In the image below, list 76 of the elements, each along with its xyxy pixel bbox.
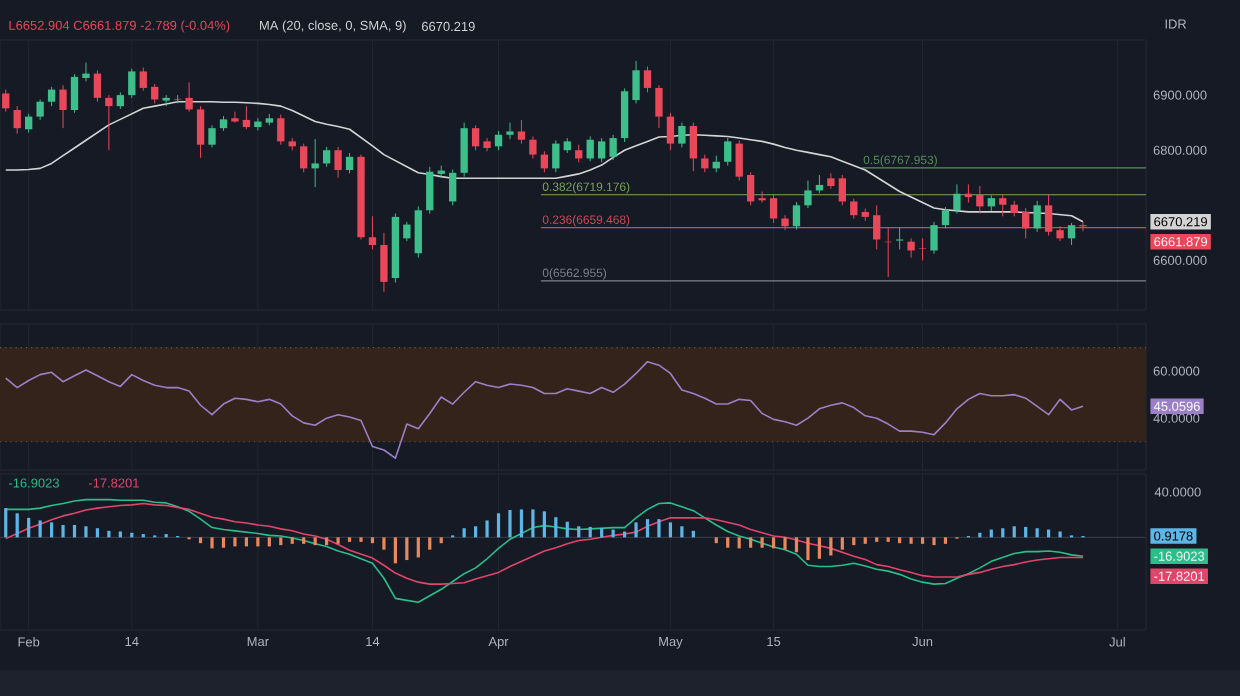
candlestick bbox=[368, 215, 377, 250]
line-series bbox=[4, 360, 1084, 460]
candlestick bbox=[804, 180, 812, 209]
candlestick bbox=[196, 105, 205, 159]
candlestick bbox=[850, 198, 858, 220]
candlestick bbox=[24, 113, 33, 134]
candlestick bbox=[517, 119, 526, 145]
candlestick bbox=[36, 99, 44, 121]
candlestick bbox=[655, 84, 663, 129]
candlestick bbox=[414, 205, 422, 259]
candlestick bbox=[838, 174, 846, 206]
candlestick bbox=[827, 172, 835, 190]
candlestick bbox=[632, 60, 640, 104]
candlestick bbox=[907, 237, 915, 259]
candlestick bbox=[529, 135, 537, 159]
candlestick bbox=[185, 81, 193, 113]
candlestick bbox=[930, 221, 938, 255]
candlestick bbox=[643, 65, 652, 93]
candlestick bbox=[1056, 225, 1064, 242]
candlestick bbox=[598, 137, 606, 163]
candlestick bbox=[976, 185, 984, 215]
candlestick bbox=[311, 138, 319, 188]
candlestick bbox=[506, 122, 514, 140]
candlestick bbox=[93, 69, 102, 103]
candlestick bbox=[105, 94, 113, 151]
candlestick bbox=[471, 124, 480, 151]
candlestick bbox=[873, 204, 881, 250]
candlestick bbox=[13, 105, 21, 135]
candlestick bbox=[322, 146, 331, 168]
candlestick bbox=[494, 130, 503, 151]
candlestick bbox=[334, 146, 342, 179]
candlestick bbox=[1022, 207, 1030, 239]
candlestick bbox=[586, 135, 594, 162]
candlestick bbox=[82, 62, 90, 82]
candlestick bbox=[151, 83, 159, 104]
candlestick bbox=[128, 68, 136, 99]
candlestick bbox=[460, 122, 468, 178]
candlestick bbox=[552, 139, 560, 173]
candlestick bbox=[254, 117, 262, 131]
candlestick bbox=[918, 237, 927, 261]
candlestick bbox=[380, 232, 388, 293]
candlestick bbox=[1044, 193, 1053, 237]
candlestick bbox=[724, 137, 732, 167]
candlestick bbox=[139, 67, 147, 92]
candlestick bbox=[449, 168, 457, 206]
candlestick bbox=[769, 193, 778, 224]
candlestick bbox=[895, 226, 904, 250]
candlestick bbox=[678, 122, 686, 148]
candlestick bbox=[2, 89, 10, 113]
candlestick bbox=[746, 171, 755, 206]
candlestick bbox=[689, 122, 698, 172]
candlestick bbox=[609, 134, 617, 161]
candlestick bbox=[300, 143, 308, 173]
candlestick bbox=[403, 221, 411, 242]
candlestick bbox=[999, 193, 1007, 217]
candlestick bbox=[792, 201, 801, 231]
candlestick bbox=[941, 206, 950, 229]
candlestick bbox=[47, 86, 56, 107]
candlestick bbox=[1067, 222, 1076, 246]
candlestick bbox=[242, 105, 251, 130]
candlestick bbox=[1033, 200, 1041, 233]
candlestick bbox=[345, 152, 354, 174]
candlestick bbox=[666, 112, 675, 151]
candlestick bbox=[277, 113, 285, 146]
candlestick bbox=[781, 214, 789, 231]
candlestick bbox=[70, 73, 79, 114]
candlestick bbox=[540, 150, 549, 173]
candlestick bbox=[231, 111, 239, 124]
candlestick bbox=[483, 137, 491, 152]
candlestick bbox=[620, 87, 629, 143]
candlestick bbox=[59, 84, 67, 129]
candlestick bbox=[426, 166, 434, 215]
candlestick bbox=[208, 124, 216, 148]
candlestick bbox=[953, 183, 961, 215]
candlestick bbox=[758, 191, 766, 204]
candlestick bbox=[735, 139, 743, 182]
